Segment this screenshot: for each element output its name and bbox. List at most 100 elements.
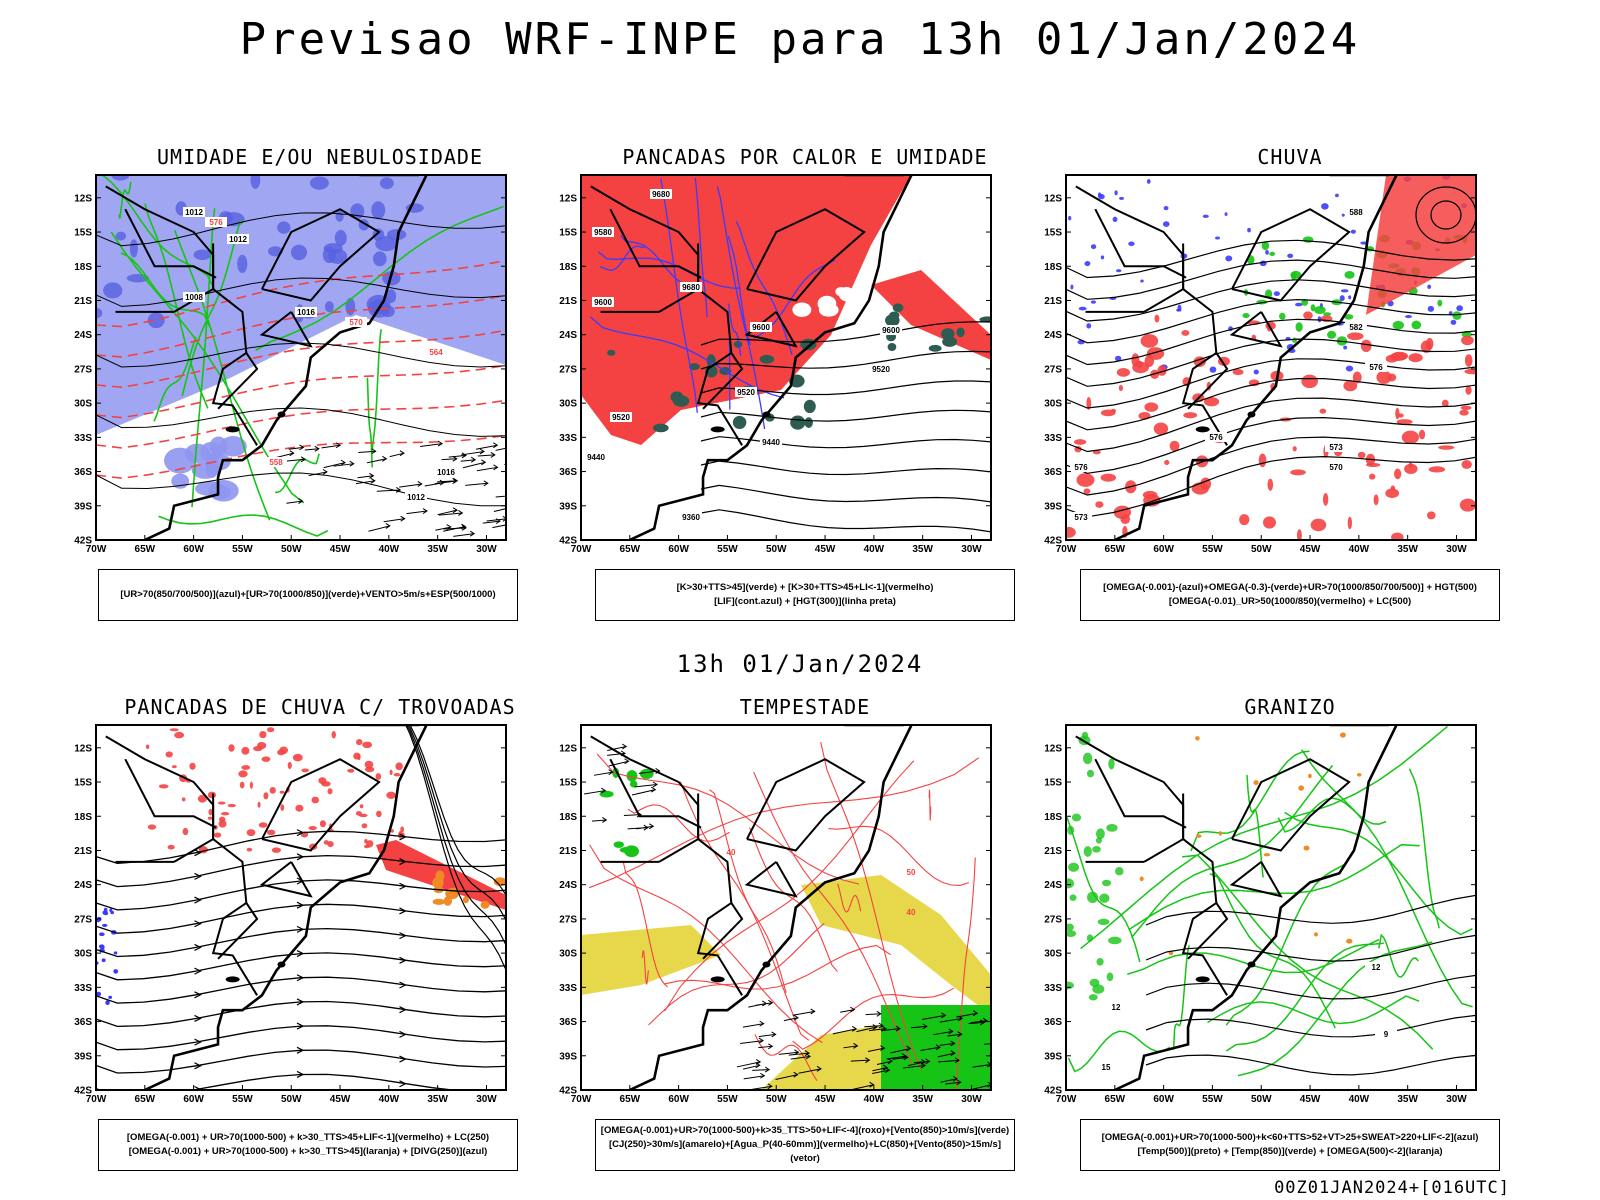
- lon-tick-label: 60W: [668, 1094, 689, 1105]
- lat-tick-label: 24S: [1044, 330, 1062, 341]
- lat-tick-label: 33S: [1044, 983, 1062, 994]
- lat-tick-label: 15S: [1044, 228, 1062, 239]
- contour-label: 9440: [587, 453, 605, 462]
- lon-tick-label: 60W: [1153, 1094, 1174, 1105]
- lat-tick-label: 42S: [559, 1086, 577, 1097]
- lat-tick-label: 21S: [559, 296, 577, 307]
- lat-tick-label: 27S: [559, 364, 577, 375]
- contour-label: 582: [1349, 323, 1363, 332]
- lon-tick-label: 50W: [1251, 1094, 1272, 1105]
- lat-tick-label: 15S: [559, 778, 577, 789]
- contour-label: 9360: [682, 513, 700, 522]
- contour-label: 576: [1209, 433, 1223, 442]
- legend-umidade: [UR>70(850/700/500)](azul)+[UR>70(1000/8…: [98, 569, 518, 621]
- map-frame: [580, 724, 992, 1091]
- lat-tick-label: 36S: [74, 1017, 92, 1028]
- lon-tick-label: 55W: [1202, 1094, 1223, 1105]
- lon-tick-label: 50W: [766, 544, 787, 555]
- lat-tick-label: 39S: [1044, 1051, 1062, 1062]
- lon-tick-label: 70W: [571, 1094, 592, 1105]
- lat-tick-label: 30S: [74, 949, 92, 960]
- lon-tick-label: 30W: [961, 544, 982, 555]
- map-frame: [1065, 174, 1477, 541]
- lat-tick-label: 24S: [559, 330, 577, 341]
- contour-label: 9600: [752, 323, 770, 332]
- lat-tick-label: 36S: [559, 467, 577, 478]
- lon-tick-label: 65W: [1105, 1094, 1126, 1105]
- lon-tick-label: 55W: [717, 544, 738, 555]
- contour-label: 576: [1074, 463, 1088, 472]
- lon-tick-label: 65W: [135, 1094, 156, 1105]
- map-granizo: 12 12 9 15 12S 15S 18S 21S 24S 27S 30S 33S 36S 39S 42S…: [1044, 724, 1477, 1105]
- legend-line-1: [UR>70(850/700/500)](azul)+[UR>70(1000/8…: [120, 589, 496, 600]
- main-title: Previsao WRF-INPE para 13h 01/Jan/2024: [239, 14, 1361, 65]
- lon-tick-label: 35W: [427, 1094, 448, 1105]
- contour-label: 576: [1369, 363, 1383, 372]
- lat-tick-label: 18S: [74, 262, 92, 273]
- lon-tick-label: 40W: [1349, 1094, 1370, 1105]
- contour-label: 9600: [594, 298, 612, 307]
- contour-label: 9600: [882, 326, 900, 335]
- lat-tick-label: 36S: [1044, 467, 1062, 478]
- contour-label: 570: [349, 318, 363, 327]
- lon-tick-label: 40W: [1349, 544, 1370, 555]
- legend-chuva: [OMEGA(-0.001)-(azul)+OMEGA(-0.3)-(verde…: [1080, 569, 1500, 621]
- map-frame: [95, 174, 507, 541]
- lat-tick-label: 27S: [1044, 364, 1062, 375]
- contour-label: 12: [1112, 1003, 1121, 1012]
- legend-trovoadas: [OMEGA(-0.001) + UR>70(1000-500) + k>30_…: [98, 1119, 518, 1171]
- lat-tick-label: 36S: [74, 467, 92, 478]
- lon-tick-label: 60W: [183, 544, 204, 555]
- contour-label: 573: [1074, 513, 1088, 522]
- lon-tick-label: 30W: [476, 544, 497, 555]
- legend-tempestade: [OMEGA(-0.001)+UR>70(1000-500)+k>35_TTS>…: [595, 1119, 1015, 1171]
- lon-tick-label: 65W: [620, 1094, 641, 1105]
- lon-tick-label: 30W: [961, 1094, 982, 1105]
- legend-line-2: [OMEGA(-0.01)_UR>50(1000/850)(vermelho) …: [1168, 596, 1412, 607]
- lat-tick-label: 12S: [1044, 743, 1062, 754]
- lon-tick-label: 55W: [232, 544, 253, 555]
- map-frame: [95, 724, 507, 1091]
- lon-tick-label: 30W: [1446, 1094, 1467, 1105]
- lat-tick-label: 30S: [559, 949, 577, 960]
- contour-label: 573: [1329, 443, 1343, 452]
- lon-tick-label: 70W: [571, 544, 592, 555]
- lon-tick-label: 65W: [135, 544, 156, 555]
- lon-tick-label: 70W: [1056, 1094, 1077, 1105]
- legend-line-2: [OMEGA(-0.001) + UR>70(1000-500) + k>30_…: [128, 1146, 488, 1157]
- lon-tick-label: 35W: [427, 544, 448, 555]
- contour-label: 9520: [612, 413, 630, 422]
- panel-chuva: CHUVA 588 582 576 576 573 570 576 573 12S 15S 18S 2…: [1030, 145, 1550, 650]
- lon-tick-label: 60W: [183, 1094, 204, 1105]
- lat-tick-label: 39S: [74, 501, 92, 512]
- map-tempestade: 40 50 40 12S 15S 18S 21S 24S 27S 30S 33S 36S 39S 42S7…: [559, 724, 992, 1105]
- map-pancadas-calor: 9680 9580 9600 9680 9600 9600 9520 9520 9520 9440…: [559, 174, 992, 555]
- lat-tick-label: 12S: [559, 743, 577, 754]
- lat-tick-label: 24S: [1044, 880, 1062, 891]
- contour-label: 576: [209, 218, 223, 227]
- lon-tick-label: 70W: [86, 544, 107, 555]
- contour-label: 9440: [762, 438, 780, 447]
- lat-tick-label: 27S: [559, 914, 577, 925]
- lon-tick-label: 35W: [912, 544, 933, 555]
- lon-tick-label: 60W: [668, 544, 689, 555]
- panel-title: PANCADAS POR CALOR E UMIDADE: [622, 145, 988, 169]
- lat-tick-label: 18S: [74, 812, 92, 823]
- lat-tick-label: 15S: [74, 778, 92, 789]
- lat-tick-label: 30S: [1044, 399, 1062, 410]
- legend-line-1: [OMEGA(-0.001) + UR>70(1000-500) + k>30_…: [126, 1132, 490, 1143]
- lat-tick-label: 15S: [1044, 778, 1062, 789]
- lat-tick-label: 21S: [74, 846, 92, 857]
- map-chuva: 588 582 576 576 573 570 576 573 12S 15S 18S 21S 24S 2…: [1044, 174, 1477, 555]
- contour-label: 570: [1329, 463, 1343, 472]
- panel-trovoadas: PANCADAS DE CHUVA C/ TROVOADAS 12S 15S 18S…: [60, 695, 580, 1200]
- lon-tick-label: 35W: [1397, 1094, 1418, 1105]
- lon-tick-label: 35W: [912, 1094, 933, 1105]
- lat-tick-label: 24S: [559, 880, 577, 891]
- contour-label: 9: [1384, 1030, 1389, 1039]
- contour-label: 40: [727, 848, 736, 857]
- lon-tick-label: 35W: [1397, 544, 1418, 555]
- lon-tick-label: 40W: [864, 1094, 885, 1105]
